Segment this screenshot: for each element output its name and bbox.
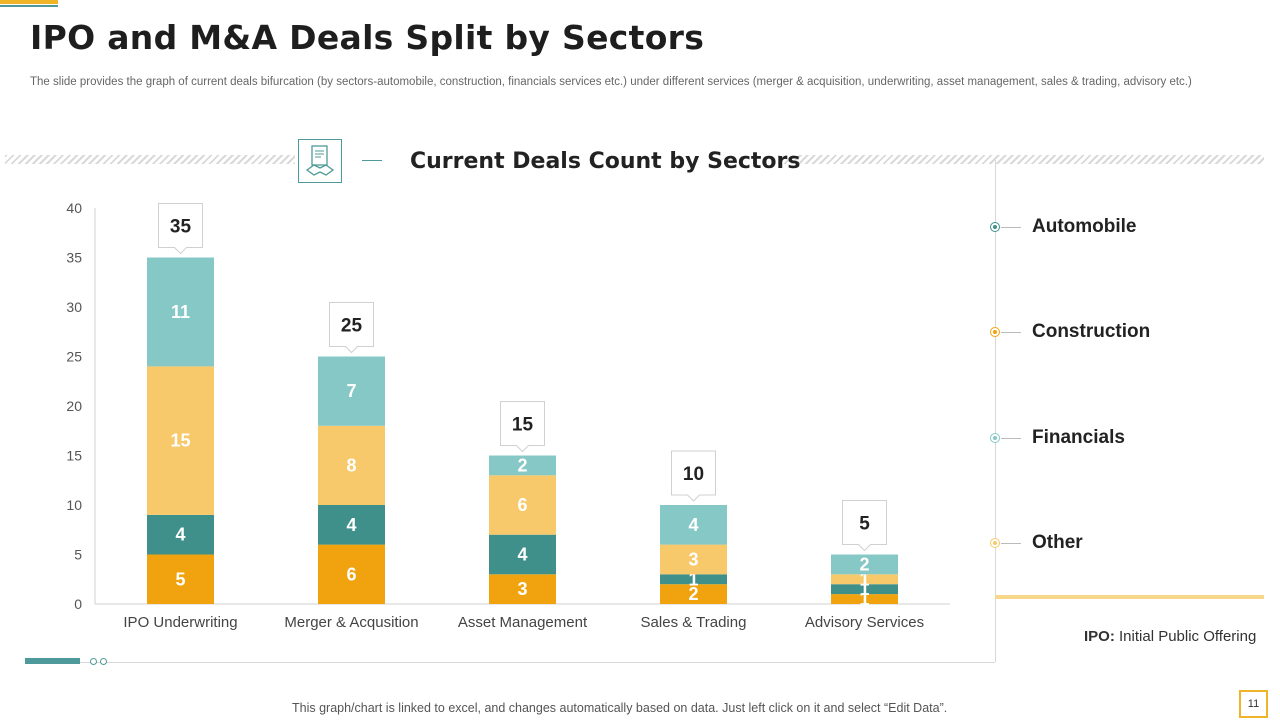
x-category-label: Merger & Acqusition — [284, 614, 418, 631]
top-accent-bar — [0, 0, 58, 4]
total-callout-box — [842, 500, 887, 552]
bar-segment-label: 11 — [171, 302, 190, 322]
legend-label-construction: Construction — [1032, 321, 1151, 342]
bar-segment-label: 2 — [688, 584, 698, 604]
bar-segment-label: 1 — [859, 579, 869, 599]
footer-dot-1 — [90, 658, 97, 665]
legend-connector — [1001, 543, 1021, 544]
bar-segment-label: 4 — [688, 515, 698, 535]
bar-segment-label: 1 — [859, 589, 869, 609]
bar-segment — [660, 505, 727, 545]
legend-marker-automobile — [990, 222, 1000, 232]
legend-base-bar — [995, 595, 1264, 599]
bar-segment-label: 1 — [859, 569, 869, 589]
legend-connector — [1001, 332, 1021, 333]
bar-segment — [147, 554, 214, 604]
bar-segment — [489, 455, 556, 476]
bar-segment-label: 8 — [346, 455, 356, 475]
hatch-divider-left — [5, 155, 295, 164]
y-tick-label: 30 — [66, 299, 82, 315]
legend-marker-financials — [990, 433, 1000, 443]
total-callout-box — [329, 302, 374, 354]
page-title: IPO and M&A Deals Split by Sectors — [30, 18, 705, 57]
bar-segment-label: 2 — [517, 455, 527, 475]
y-tick-label: 10 — [66, 497, 82, 513]
bar-segment-label: 7 — [346, 381, 356, 401]
bar-segment-label: 2 — [859, 554, 869, 574]
bar-segment-label: 6 — [517, 495, 527, 515]
x-category-label: Advisory Services — [805, 614, 924, 631]
total-callout-label: 5 — [859, 514, 870, 535]
bar-segment — [147, 366, 214, 515]
bar-segment — [660, 574, 727, 585]
bar-segment — [831, 584, 898, 595]
chart-frame-right — [995, 160, 996, 662]
bar-segment — [147, 257, 214, 367]
total-callout-label: 10 — [683, 464, 704, 485]
y-tick-label: 20 — [66, 398, 82, 414]
total-callout-label: 35 — [170, 217, 192, 238]
y-tick-label: 40 — [66, 200, 82, 216]
bar-segment — [660, 544, 727, 575]
hatch-divider-right — [778, 155, 1264, 164]
bar-segment-label: 15 — [170, 431, 190, 451]
x-category-label: IPO Underwriting — [123, 614, 237, 631]
y-tick-label: 25 — [66, 349, 82, 365]
bar-segment — [318, 505, 385, 545]
bar-segment — [831, 594, 898, 604]
chart-title: Current Deals Count by Sectors — [410, 149, 801, 174]
legend-label-automobile: Automobile — [1032, 216, 1137, 237]
chart-frame-bottom — [25, 662, 995, 663]
bar-segment — [660, 584, 727, 604]
ipo-definition: Initial Public Offering — [1119, 628, 1257, 645]
deal-handshake-icon — [305, 145, 335, 176]
y-tick-label: 5 — [74, 547, 82, 563]
chart-title-dash — [362, 160, 382, 161]
legend-label-other: Other — [1032, 532, 1083, 553]
footer-dot-2 — [100, 658, 107, 665]
page-number: 11 — [1239, 690, 1268, 718]
y-tick-label: 35 — [66, 250, 82, 266]
top-accent-bar-secondary — [0, 5, 58, 7]
total-callout-label: 25 — [341, 316, 363, 337]
footer-accent-bar — [25, 658, 80, 664]
bar-segment — [489, 574, 556, 604]
total-callout-box — [671, 450, 716, 502]
total-callout-label: 15 — [512, 415, 534, 436]
bar-segment-label: 4 — [346, 515, 356, 535]
bar-segment — [489, 475, 556, 535]
bar-segment — [489, 534, 556, 575]
bar-segment-label: 4 — [517, 545, 527, 565]
page-subtitle: The slide provides the graph of current … — [30, 76, 1192, 88]
legend-marker-other — [990, 538, 1000, 548]
bar-segment — [147, 514, 214, 555]
bar-segment — [831, 574, 898, 585]
x-category-label: Asset Management — [458, 614, 588, 631]
legend-marker-construction — [990, 327, 1000, 337]
bar-segment-label: 6 — [346, 564, 356, 584]
bar-segment-label: 1 — [688, 569, 698, 589]
bar-segment-label: 3 — [688, 549, 698, 569]
ipo-footnote: IPO: Initial Public Offering — [1084, 628, 1256, 645]
bar-segment-label: 4 — [175, 525, 185, 545]
excel-link-note: This graph/chart is linked to excel, and… — [292, 701, 948, 715]
total-callout-box — [500, 401, 545, 453]
bar-segment — [318, 356, 385, 426]
legend-connector — [1001, 438, 1021, 439]
bar-segment — [831, 554, 898, 575]
chart-icon-frame — [298, 139, 342, 183]
legend-label-financials: Financials — [1032, 427, 1125, 448]
bar-segment — [318, 425, 385, 505]
y-tick-label: 0 — [74, 596, 82, 612]
bar-segment-label: 3 — [517, 579, 527, 599]
y-tick-label: 15 — [66, 448, 82, 464]
bar-segment-label: 5 — [175, 569, 185, 589]
ipo-abbr: IPO: — [1084, 628, 1115, 645]
bar-segment — [318, 544, 385, 604]
total-callout-box — [158, 203, 203, 255]
legend-connector — [1001, 227, 1021, 228]
x-category-label: Sales & Trading — [641, 614, 747, 631]
